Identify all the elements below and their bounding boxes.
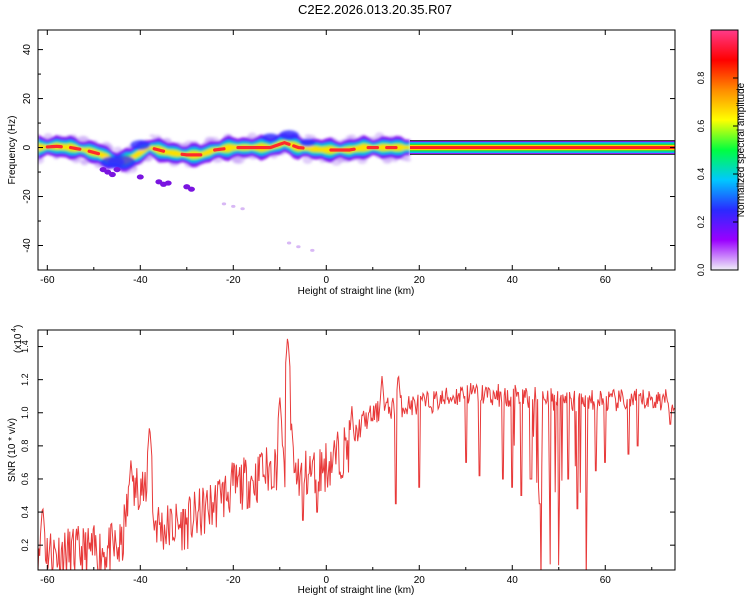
spectrogram-x-tick-label: 0 <box>323 275 329 286</box>
spectrogram-x-tick-label: -20 <box>226 275 241 286</box>
spectrogram-noise <box>404 157 412 162</box>
snr-scale-factor: (x10 4 ) <box>11 325 24 353</box>
spectrogram-steady-layer <box>409 146 675 150</box>
snr-scale-exponent: 4 <box>11 328 18 332</box>
spectrogram-x-label: Height of straight line (km) <box>298 286 415 297</box>
spectrogram-x-tick-label: 60 <box>600 275 612 286</box>
snr-x-tick-label: 20 <box>414 575 426 586</box>
colorbar: 0.0 0.2 0.4 0.6 0.8 Normalized spectral ampl… <box>696 29 747 277</box>
figure-title: C2E2.2026.013.20.35.R07 <box>298 2 452 17</box>
spectrogram-x-tick-label: 40 <box>507 275 519 286</box>
spectrogram-scatter-point <box>136 174 144 180</box>
snr-x-tick-label: 40 <box>507 575 519 586</box>
snr-x-tick-label: -40 <box>133 575 148 586</box>
spectrogram-scatter-point <box>221 202 227 206</box>
snr-y-tick-label: 0.8 <box>20 440 30 453</box>
snr-axes: -60 -40 -20 0 20 40 60 0.2 0.4 0.6 0.8 1.0 1.2 1.4 <box>20 330 675 586</box>
spectrogram-scatter-point <box>231 204 236 208</box>
snr-x-tick-label: 0 <box>323 575 329 586</box>
snr-y-tick-label: 0.4 <box>20 506 30 519</box>
snr-x-label: Height of straight line (km) <box>298 585 415 596</box>
spectrogram-core-segment <box>236 140 291 150</box>
spectrogram-scatter <box>99 166 315 252</box>
colorbar-tick-label: 0.6 <box>696 120 706 133</box>
spectrogram-core <box>45 140 398 157</box>
spectrogram-scatter-point <box>296 245 301 249</box>
spectrogram-y-label: Frequency (Hz) <box>7 116 18 185</box>
snr-scale-label: (x10 <box>13 333 24 353</box>
spectrogram-x-tick-label: 20 <box>414 275 426 286</box>
spectrogram-core-segment <box>180 152 203 157</box>
spectrogram-core-segment <box>152 147 166 153</box>
spectrogram-noise <box>247 132 257 140</box>
snr-y-tick-label: 0.6 <box>20 473 30 486</box>
snr-x-tick-label: 60 <box>600 575 612 586</box>
spectrogram-y-tick-label: 20 <box>22 93 33 105</box>
spectrogram-x-tick-label: -60 <box>40 275 55 286</box>
colorbar-label: Normalized spectral amplitude <box>736 82 747 217</box>
spectrogram-scatter-point <box>240 207 245 211</box>
snr-plot-area <box>38 330 675 570</box>
colorbar-tick-label: 0.8 <box>696 72 706 85</box>
spectrogram-steady-band <box>409 140 675 155</box>
snr-x-tick-label: -20 <box>226 575 241 586</box>
snr-y-tick-label: 1.2 <box>20 373 30 386</box>
snr-y-tick-label: 1.4 <box>20 340 30 353</box>
spectrogram-blob <box>261 133 280 143</box>
spectrogram-blob <box>299 138 316 147</box>
colorbar-tick-label: 0.0 <box>696 264 706 277</box>
snr-y-tick-label: 0.2 <box>20 539 30 552</box>
spectrogram-scatter-point <box>113 166 121 173</box>
spectrogram-band <box>38 130 412 174</box>
spectrogram-noise <box>216 158 223 163</box>
spectrogram-core-segment <box>87 149 101 156</box>
snr-panel: -60 -40 -20 0 20 40 60 0.2 0.4 0.6 0.8 1.0 1.2 1.4 He… <box>7 325 676 596</box>
colorbar-ticks: 0.0 0.2 0.4 0.6 0.8 <box>696 72 738 277</box>
snr-y-tick-label: 1.0 <box>20 407 30 420</box>
spectrogram-noise <box>114 146 122 153</box>
spectrogram-core-segment <box>45 144 63 149</box>
colorbar-frame <box>710 29 739 271</box>
snr-scale-close: ) <box>13 325 24 328</box>
spectrogram-blob <box>279 130 300 141</box>
spectrogram-marks <box>38 130 675 252</box>
snr-y-label: SNR (10 * v/v) <box>7 418 18 482</box>
snr-x-tick-label: -60 <box>40 575 55 586</box>
spectrogram-scatter-point <box>187 186 195 192</box>
spectrogram-blob <box>130 140 151 151</box>
snr-marks <box>38 338 675 570</box>
colorbar-tick-label: 0.2 <box>696 216 706 229</box>
spectrogram-frame <box>37 29 676 271</box>
spectrogram-y-tick-label: -40 <box>22 238 33 253</box>
spectrogram-x-tick-label: -40 <box>133 275 148 286</box>
spectrogram-scatter-point <box>286 241 292 245</box>
snr-frame <box>37 329 676 571</box>
spectrogram-scatter-point <box>310 248 315 252</box>
spectrogram-core-segment <box>68 145 82 151</box>
spectrogram-y-tick-label: 0 <box>22 144 33 150</box>
spectrogram-y-tick-label: -20 <box>22 189 33 204</box>
spectrogram-core-segment <box>213 147 226 152</box>
spectrogram-y-tick-label: 40 <box>22 44 33 56</box>
spectrogram-axes: -60 -40 -20 0 20 40 60 -40 -20 0 20 40 <box>22 30 675 286</box>
spectrogram-core-segment <box>292 144 305 150</box>
snr-series-line <box>38 338 675 570</box>
spectrogram-panel: -60 -40 -20 0 20 40 60 -40 -20 0 20 40 Height of st… <box>7 29 676 297</box>
spectrogram-core-segment <box>329 147 356 152</box>
colorbar-tick-label: 0.4 <box>696 168 706 181</box>
spectrogram-blob <box>107 155 136 170</box>
colorbar-gradient <box>711 30 738 270</box>
spectrogram-scatter-point <box>164 180 172 186</box>
spectrogram-scatter-point <box>108 171 116 178</box>
